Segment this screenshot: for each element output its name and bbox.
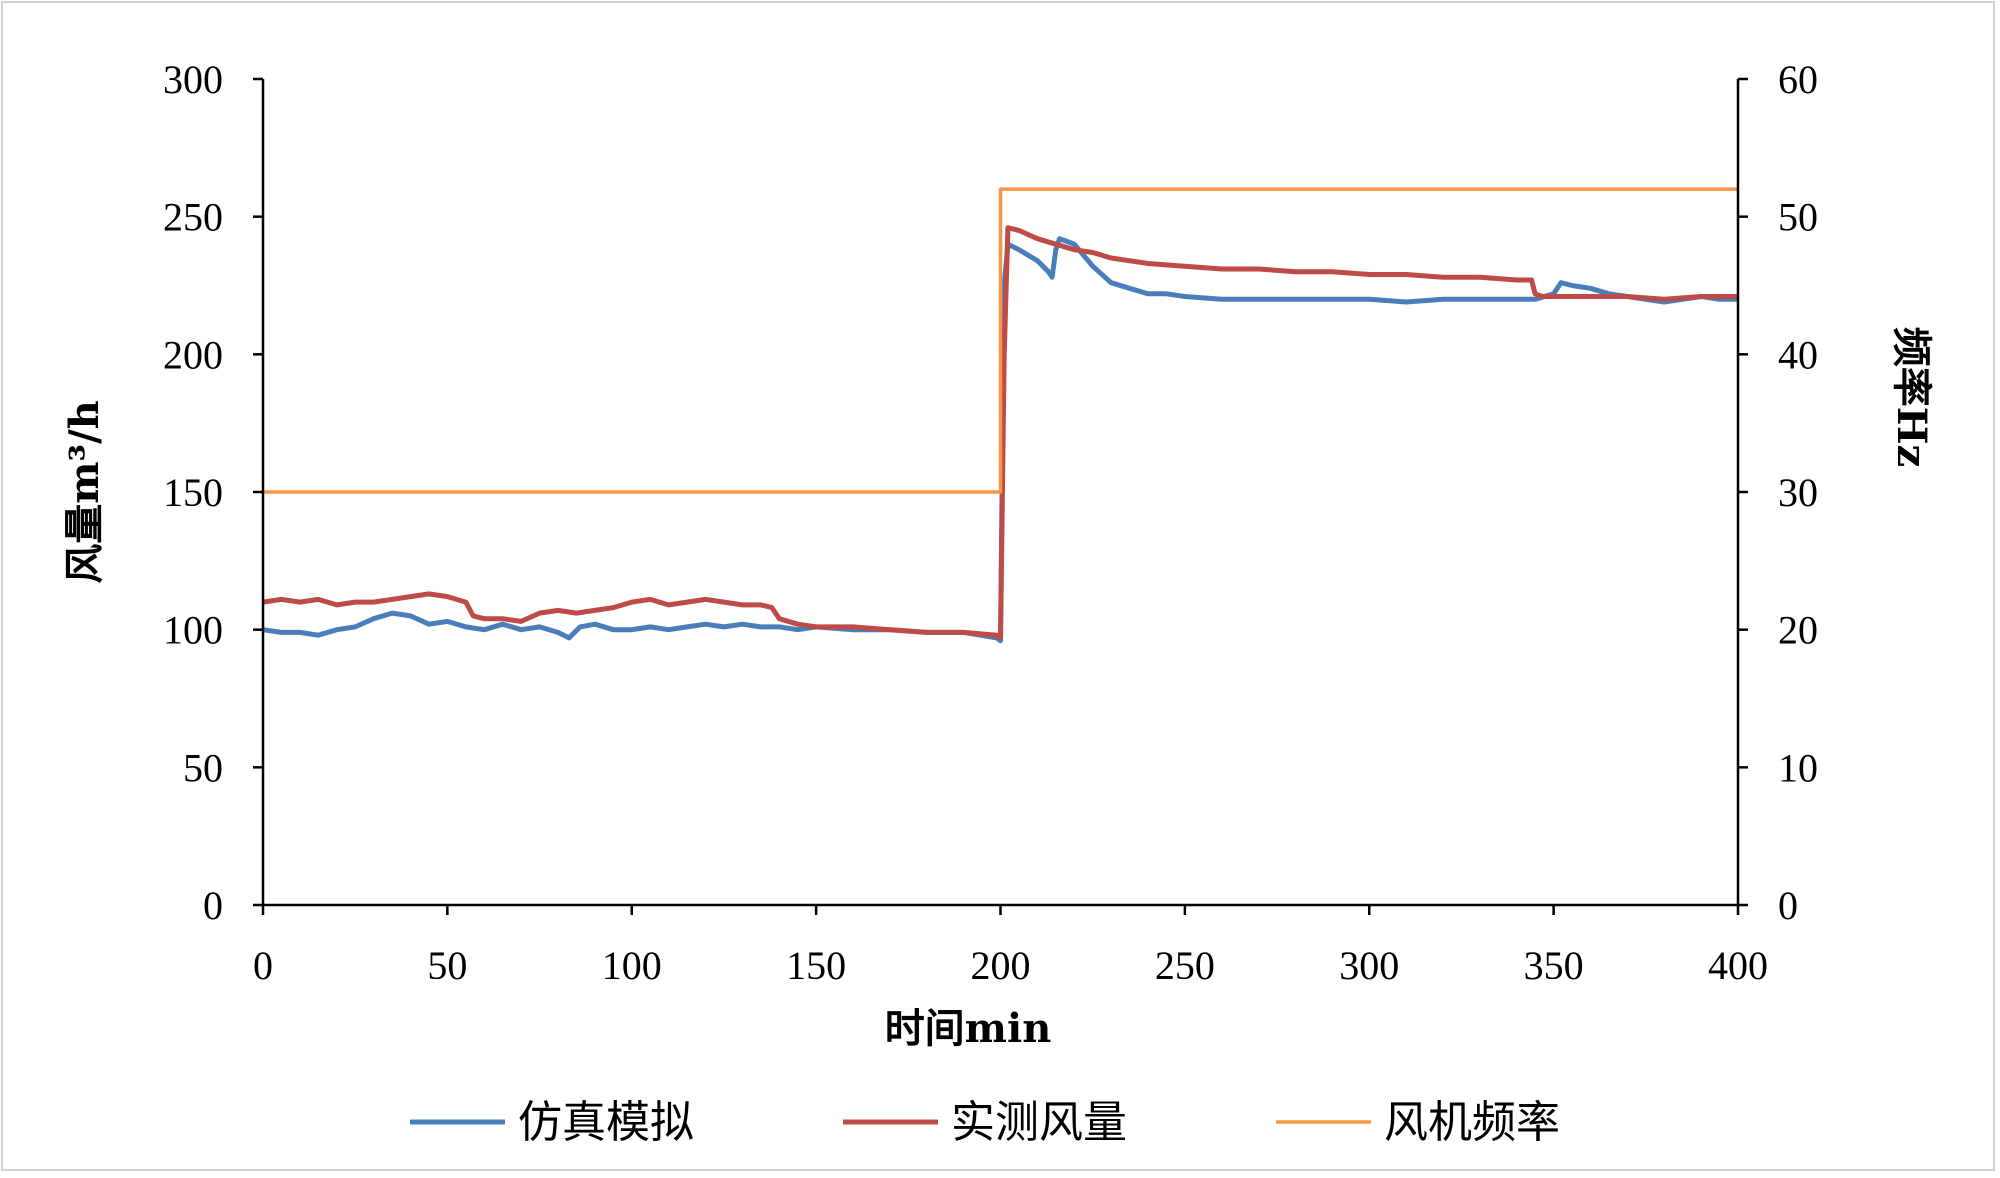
left-y-axis-title: 风量m³/h — [61, 400, 108, 584]
right-y-tick-label: 30 — [1778, 470, 1818, 515]
legend-label: 仿真模拟 — [518, 1097, 694, 1148]
x-tick-label: 50 — [427, 943, 467, 988]
x-tick-label: 250 — [1155, 943, 1215, 988]
legend-label: 风机频率 — [1384, 1097, 1560, 1148]
right-y-tick-label: 50 — [1778, 195, 1818, 240]
right-y-tick-label: 0 — [1778, 883, 1798, 928]
x-axis-title: 时间min — [885, 1005, 1052, 1052]
right-y-tick-label: 40 — [1778, 332, 1818, 377]
x-tick-label: 100 — [602, 943, 662, 988]
right-y-tick-label: 60 — [1778, 57, 1818, 102]
series-line-3 — [263, 187, 1738, 494]
right-y-axis-title: 频率Hz — [1888, 327, 1935, 468]
left-y-tick-label: 100 — [163, 608, 223, 653]
legend-label: 实测风量 — [951, 1097, 1127, 1148]
left-y-tick-label: 300 — [163, 57, 223, 102]
tick-labels: 0 50 100 150 200 250 300 350 4000501001502002503… — [163, 57, 1818, 988]
plot-lines — [262, 187, 1738, 644]
left-y-tick-label: 50 — [183, 745, 223, 790]
left-y-tick-label: 200 — [163, 332, 223, 377]
left-y-tick-label: 150 — [163, 470, 223, 515]
left-y-tick-label: 0 — [203, 883, 223, 928]
x-tick-label: 200 — [971, 943, 1031, 988]
x-tick-label: 0 — [253, 943, 273, 988]
right-y-tick-label: 10 — [1778, 745, 1818, 790]
tick-marks — [253, 77, 1748, 915]
x-tick-label: 400 — [1708, 943, 1768, 988]
series-line-2 — [262, 225, 1738, 641]
left-y-tick-label: 250 — [163, 195, 223, 240]
x-tick-label: 350 — [1524, 943, 1584, 988]
right-y-tick-label: 20 — [1778, 608, 1818, 653]
legend: 仿真模拟 实测风量 风机频率 — [410, 1097, 1560, 1148]
x-tick-label: 300 — [1339, 943, 1399, 988]
x-tick-label: 150 — [786, 943, 846, 988]
